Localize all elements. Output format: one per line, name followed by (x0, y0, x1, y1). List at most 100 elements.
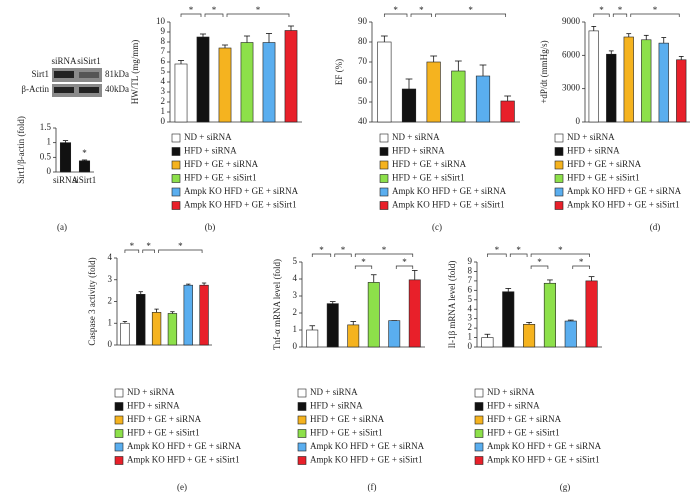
legend-label: Ampk KO HFD + GE + siSirt1 (127, 455, 240, 465)
legend-label: Ampk KO HFD + GE + siRNA (310, 441, 425, 451)
significance: * (256, 5, 261, 15)
legend-swatch (379, 174, 389, 183)
legend-swatch (171, 187, 181, 197)
legend-label: Ampk KO HFD + GE + siRNA (127, 441, 242, 451)
blot-band (79, 87, 99, 93)
legend-label: HFD + GE + siSirt1 (310, 428, 383, 438)
significance-bracket (509, 253, 528, 257)
legend-label: HFD + GE + siRNA (184, 159, 259, 169)
y-tick-label: 4 (468, 303, 473, 313)
blot-band-label: Sirt1 (31, 69, 49, 79)
legend-swatch (554, 133, 564, 143)
blot-band (54, 87, 74, 93)
bar (388, 320, 401, 348)
legend-swatch (171, 160, 181, 170)
legend-label: ND + siRNA (567, 132, 615, 142)
significance-bracket (311, 253, 332, 257)
y-axis-label: +dP/dt (mmHg/s) (539, 40, 549, 103)
legend-label: HFD + siRNA (392, 146, 445, 156)
bar (401, 88, 417, 123)
legend-label: Ampk KO HFD + GE + siSirt1 (392, 200, 505, 210)
legend-swatch (379, 160, 389, 170)
legend-label: ND + siRNA (127, 387, 175, 397)
bar (500, 100, 515, 123)
bar (606, 53, 617, 123)
legend-swatch (379, 187, 389, 197)
significance: * (130, 241, 135, 251)
significance-bracket (158, 249, 203, 253)
significance: * (419, 5, 424, 15)
legend-swatch (171, 133, 181, 143)
significance-bracket (612, 13, 628, 17)
y-tick-label: 8 (161, 36, 166, 46)
y-tick-label: 3 (468, 313, 473, 323)
legend-label: HFD + GE + siSirt1 (392, 173, 465, 183)
significance-bracket (142, 249, 155, 253)
y-axis-label: Il-1β mRNA level (fold) (447, 261, 457, 349)
legend-swatch (474, 415, 484, 425)
y-tick-label: 9000 (562, 16, 581, 26)
bar (120, 322, 130, 346)
blot-lane-label: siRNA (51, 56, 77, 66)
legend-swatch (297, 442, 307, 452)
bar (196, 36, 210, 123)
significance: * (82, 148, 87, 158)
bar (199, 284, 209, 346)
legend-label: ND + siRNA (392, 132, 440, 142)
y-tick-label: 5 (468, 294, 473, 304)
significance: * (212, 5, 217, 15)
y-tick-label: 3000 (562, 83, 581, 93)
y-tick-label: 1 (108, 317, 113, 327)
y-tick-label: 80 (358, 36, 368, 46)
x-tick-label: siSirt1 (73, 175, 97, 185)
y-axis-label: HW/TL (mg/mm) (130, 40, 140, 104)
legend-label: Ampk KO HFD + GE + siSirt1 (567, 200, 680, 210)
y-tick-label: 3 (293, 290, 298, 300)
legend-swatch (379, 201, 389, 210)
bar (641, 39, 652, 123)
significance-bracket (204, 13, 224, 17)
significance: * (653, 5, 658, 15)
legend-label: HFD + GE + siSirt1 (487, 428, 560, 438)
legend-swatch (554, 147, 564, 156)
y-tick-label: 1 (468, 332, 473, 342)
significance: * (382, 245, 387, 255)
legend-label: Ampk KO HFD + GE + siSirt1 (184, 200, 297, 210)
bar (167, 313, 178, 346)
legend-label: HFD + siRNA (127, 401, 180, 411)
legend-swatch (474, 388, 484, 398)
y-axis-label: Caspase 3 activity (fold) (87, 257, 97, 345)
legend-swatch (114, 402, 124, 411)
significance: * (468, 5, 473, 15)
y-tick-label: 2 (468, 322, 473, 332)
y-tick-label: 0.5 (40, 151, 52, 161)
significance: * (361, 257, 366, 267)
bar (183, 284, 193, 346)
y-tick-label: 70 (358, 56, 368, 66)
y-tick-label: 3 (161, 86, 166, 96)
y-tick-label: 6 (468, 284, 473, 294)
legend-label: HFD + siRNA (487, 401, 540, 411)
legend-label: HFD + GE + siRNA (310, 414, 385, 424)
significance-bracket (354, 265, 373, 269)
y-tick-label: 0 (47, 166, 52, 176)
bar (377, 41, 392, 123)
legend-swatch (114, 388, 124, 398)
y-tick-label: 9 (468, 256, 473, 266)
legend-swatch (114, 442, 124, 452)
significance-bracket (354, 253, 414, 257)
panel-label: (c) (432, 222, 442, 232)
y-tick-label: 10 (156, 16, 166, 26)
y-tick-label: 3 (108, 274, 113, 284)
y-tick-label: 2 (108, 296, 113, 306)
bar (326, 303, 339, 348)
significance: * (178, 241, 183, 251)
y-axis-label: Sirt1/β-actin (fold) (16, 116, 26, 184)
bar (136, 294, 146, 346)
legend-swatch (114, 429, 124, 438)
bar (78, 160, 91, 173)
y-tick-label: 0 (108, 339, 113, 349)
significance-bracket (630, 13, 680, 17)
y-tick-label: 7 (161, 46, 166, 56)
significance: * (537, 257, 542, 267)
